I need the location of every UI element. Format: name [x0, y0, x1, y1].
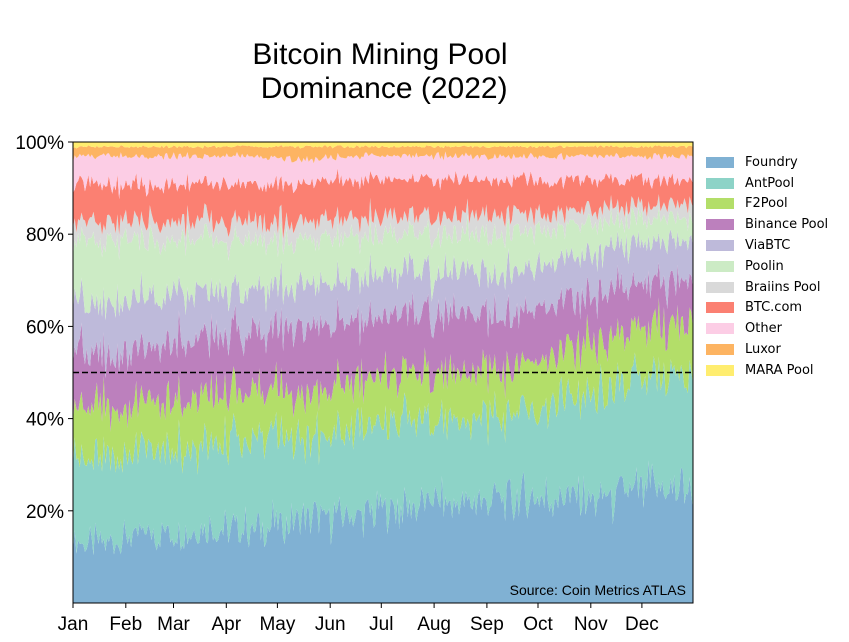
chart-legend: Foundry AntPool F2Pool Binance Pool ViaBTC Po… — [706, 152, 828, 381]
legend-swatch — [706, 177, 734, 189]
chart-title-line1: Bitcoin Mining Pool — [252, 38, 508, 71]
area-layers — [73, 142, 693, 603]
x-tick-label: Jan — [58, 614, 89, 635]
legend-item: AntPool — [706, 173, 828, 194]
legend-swatch — [706, 240, 734, 252]
legend-swatch — [706, 302, 734, 314]
plot-frame — [72, 141, 694, 604]
x-tick-label: Dec — [625, 614, 659, 635]
x-tick-label: Mar — [157, 614, 190, 635]
legend-swatch — [706, 281, 734, 293]
legend-item: Foundry — [706, 152, 828, 173]
x-tick-label: Oct — [523, 614, 553, 635]
legend-item: Braiins Pool — [706, 277, 828, 298]
chart-title-line2: Dominance (2022) — [252, 72, 508, 105]
legend-item: BTC.com — [706, 298, 828, 319]
area-foundry — [73, 460, 693, 603]
y-tick-label: 80% — [26, 225, 64, 246]
legend-label: MARA Pool — [745, 362, 814, 378]
x-tick-label: Sep — [470, 614, 504, 635]
legend-item: Other — [706, 318, 828, 339]
area-f2pool — [73, 297, 693, 475]
legend-swatch — [706, 156, 734, 168]
area-luxor — [73, 144, 693, 164]
x-tick-label: May — [259, 614, 295, 635]
legend-label: BTC.com — [745, 300, 803, 316]
area-binance-pool — [73, 262, 693, 432]
area-mara-pool — [73, 142, 693, 149]
legend-swatch — [706, 198, 734, 210]
legend-swatch — [706, 219, 734, 231]
x-tick-label: Jul — [369, 614, 393, 635]
legend-label: F2Pool — [745, 196, 788, 212]
legend-item: Binance Pool — [706, 214, 828, 235]
legend-label: AntPool — [745, 175, 795, 191]
legend-label: Foundry — [745, 154, 798, 170]
legend-swatch — [706, 344, 734, 356]
legend-item: Poolin — [706, 256, 828, 277]
y-tick-label: 40% — [26, 410, 64, 431]
legend-item: F2Pool — [706, 194, 828, 215]
legend-label: Binance Pool — [745, 217, 829, 233]
area-braiins-pool — [73, 194, 693, 261]
x-tick-label: Feb — [109, 614, 142, 635]
source-annotation: Source: Coin Metrics ATLAS — [510, 582, 686, 598]
legend-label: ViaBTC — [745, 238, 791, 254]
x-tick-label: Aug — [417, 614, 451, 635]
x-tick-label: Jun — [315, 614, 346, 635]
legend-swatch — [706, 260, 734, 272]
legend-item: ViaBTC — [706, 235, 828, 256]
area-viabtc — [73, 229, 693, 379]
x-tick-label: Apr — [212, 614, 242, 635]
legend-item: Luxor — [706, 339, 828, 360]
area-poolin — [73, 206, 693, 321]
y-tick-label: 60% — [26, 317, 64, 338]
area-other — [73, 151, 693, 200]
legend-item: MARA Pool — [706, 360, 828, 381]
y-tick-label: 20% — [26, 502, 64, 523]
legend-label: Poolin — [745, 258, 784, 274]
area-antpool — [73, 352, 693, 556]
legend-label: Luxor — [745, 342, 781, 358]
area-btc-com — [73, 168, 693, 239]
x-tick-label: Nov — [574, 614, 608, 635]
y-tick-label: 100% — [15, 133, 64, 154]
chart-title: Bitcoin Mining Pool Dominance (2022) — [170, 38, 590, 106]
legend-label: Other — [745, 321, 782, 337]
legend-swatch — [706, 323, 734, 335]
legend-label: Braiins Pool — [745, 279, 821, 295]
legend-swatch — [706, 364, 734, 376]
